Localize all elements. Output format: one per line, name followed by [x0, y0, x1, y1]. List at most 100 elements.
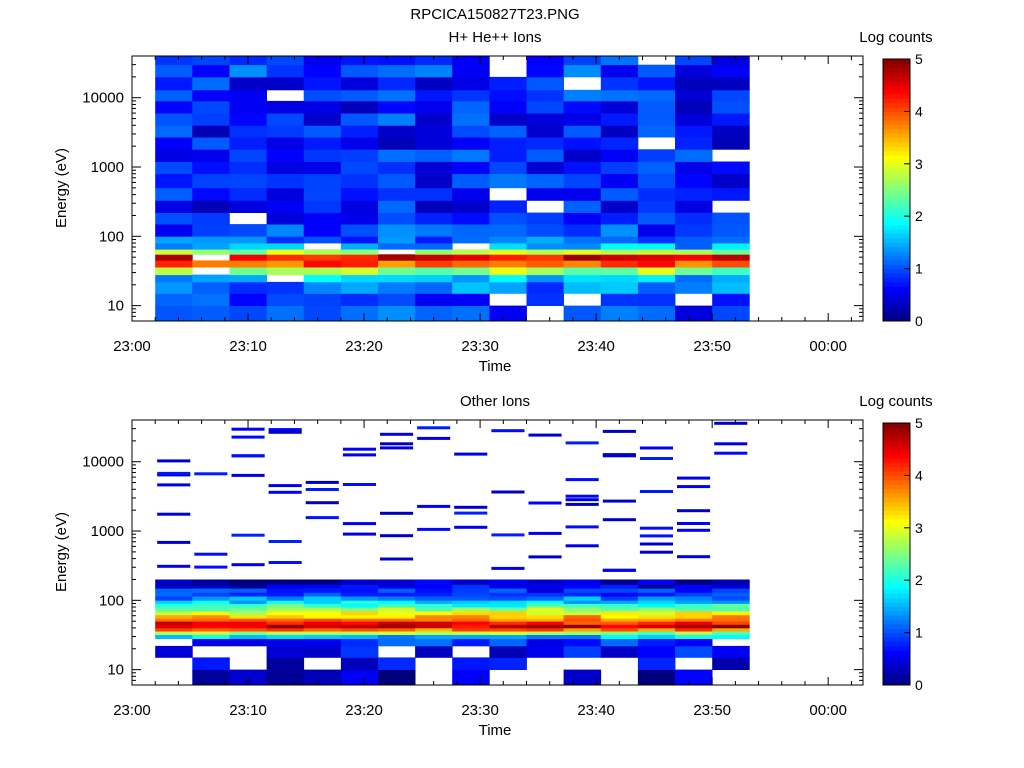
colorbar-segment — [883, 172, 910, 178]
heatmap-cell — [303, 592, 342, 597]
colorbar-segment — [883, 453, 910, 459]
heatmap-cell — [563, 173, 602, 189]
heatmap-cell — [155, 267, 193, 276]
heatmap-cell — [266, 212, 305, 225]
colorbar-segment — [883, 281, 910, 287]
colorbar-tick-label: 4 — [915, 103, 923, 119]
colorbar-tick-label: 1 — [915, 261, 923, 277]
colorbar-segment — [883, 519, 910, 524]
heatmap-cell — [600, 64, 639, 78]
colorbar-segment — [883, 492, 910, 498]
heatmap-cell — [565, 498, 599, 502]
bottom-heatmap-cells — [155, 421, 750, 686]
heatmap-cell — [229, 89, 267, 102]
heatmap-cell — [489, 200, 527, 213]
heatmap-cell — [675, 274, 713, 283]
heatmap-cell — [677, 522, 711, 525]
heatmap-cell — [266, 579, 305, 585]
heatmap-cell — [712, 274, 750, 283]
heatmap-cell — [155, 281, 193, 294]
heatmap-cell — [303, 624, 342, 629]
colorbar-segment — [883, 527, 910, 533]
bottom-colorbar-label: Log counts — [859, 393, 932, 410]
heatmap-cell — [563, 579, 602, 585]
heatmap-cell — [340, 267, 379, 276]
heatmap-cell — [489, 212, 527, 225]
heatmap-cell — [489, 618, 527, 622]
heatmap-cell — [712, 305, 750, 322]
heatmap-cell — [266, 624, 305, 629]
heatmap-cell — [565, 478, 599, 482]
heatmap-cell — [528, 555, 562, 559]
heatmap-cell — [452, 212, 490, 225]
heatmap-cell — [192, 634, 230, 639]
heatmap-cell — [340, 624, 379, 629]
heatmap-cell — [266, 149, 305, 162]
heatmap-cell — [526, 267, 564, 276]
heatmap-cell — [637, 281, 676, 294]
heatmap-cell — [340, 260, 379, 268]
heatmap-cell — [639, 490, 673, 493]
heatmap-cell — [192, 618, 230, 622]
heatmap-cell — [342, 483, 376, 486]
heatmap-cell — [192, 56, 230, 66]
y-tick-label: 100 — [99, 228, 124, 245]
heatmap-cell — [452, 621, 490, 625]
heatmap-cell — [229, 243, 267, 250]
figure-title: RPCICA150827T23.PNG — [410, 6, 579, 23]
heatmap-cell — [454, 525, 488, 529]
heatmap-cell — [563, 596, 602, 601]
heatmap-cell — [303, 293, 342, 306]
heatmap-cell — [526, 579, 564, 585]
heatmap-cell — [303, 603, 342, 608]
heatmap-cell — [155, 249, 193, 255]
heatmap-cell — [526, 254, 564, 261]
heatmap-cell — [528, 531, 562, 535]
heatmap-cell — [415, 89, 453, 102]
heatmap-cell — [192, 187, 230, 201]
colorbar-segment — [883, 444, 910, 450]
heatmap-cell — [526, 621, 564, 625]
heatmap-cell — [712, 631, 750, 635]
colorbar-tick-label: 2 — [915, 572, 923, 588]
colorbar-segment — [883, 457, 910, 463]
colorbar-segment — [883, 615, 910, 620]
heatmap-cell — [526, 260, 564, 268]
heatmap-cell — [231, 427, 265, 431]
heatmap-cell — [378, 293, 416, 306]
x-tick-label: 23:40 — [577, 338, 615, 355]
colorbar-segment — [883, 645, 910, 651]
heatmap-cell — [712, 281, 750, 294]
heatmap-cell — [600, 236, 639, 244]
heatmap-cell — [415, 584, 453, 589]
heatmap-cell — [415, 260, 453, 268]
heatmap-cell — [380, 557, 414, 561]
heatmap-cell — [675, 638, 713, 647]
heatmap-cell — [600, 212, 639, 225]
heatmap-cell — [563, 161, 602, 175]
heatmap-cell — [340, 588, 379, 593]
colorbar-segment — [883, 137, 910, 143]
heatmap-cell — [303, 254, 342, 261]
heatmap-cell — [489, 113, 527, 126]
heatmap-cell — [712, 596, 750, 601]
heatmap-cell — [378, 588, 416, 593]
heatmap-cell — [155, 592, 193, 597]
heatmap-cell — [637, 254, 676, 261]
heatmap-cell — [675, 64, 713, 78]
heatmap-cell — [489, 621, 527, 625]
y-tick-label: 10000 — [82, 454, 124, 471]
heatmap-cell — [712, 113, 750, 126]
x-tick-label: 00:00 — [809, 702, 847, 719]
heatmap-cell — [229, 618, 267, 622]
heatmap-cell — [563, 638, 602, 647]
heatmap-cell — [155, 584, 193, 589]
heatmap-cell — [712, 621, 750, 625]
heatmap-cell — [675, 249, 713, 255]
heatmap-cell — [675, 260, 713, 268]
colorbar-segment — [883, 255, 910, 261]
heatmap-cell — [155, 100, 193, 114]
heatmap-cell — [192, 149, 230, 162]
heatmap-cell — [563, 631, 602, 635]
heatmap-cell — [452, 173, 490, 189]
